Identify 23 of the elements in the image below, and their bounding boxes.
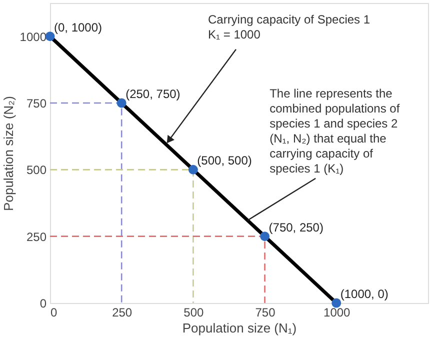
point <box>332 298 342 308</box>
data-label: (500, 500) <box>197 154 252 168</box>
y-tick-label: 0 <box>40 296 47 310</box>
annotation: Carrying capacity of Species 1 K₁ = 1000 <box>208 12 370 42</box>
y-tick-label: 1000 <box>20 30 47 44</box>
y-axis-title: Population size (N₂) <box>0 96 16 211</box>
point <box>260 232 270 242</box>
annotation: The line represents the combined populations of species 1 and species 2 (N₁, N₂) that equal the carrying capacity of species 1 (K₁) <box>270 86 400 176</box>
point <box>116 98 126 108</box>
data-label: (750, 250) <box>268 220 324 234</box>
data-label: (0, 1000) <box>54 20 102 34</box>
point <box>188 164 198 174</box>
x-tick-label: 500 <box>184 306 204 320</box>
y-tick-label: 500 <box>26 163 47 178</box>
data-label: (250, 750) <box>126 87 180 101</box>
y-tick-label: 250 <box>26 230 47 244</box>
y-tick-label: 750 <box>26 96 47 110</box>
x-tick-label: 1000 <box>324 306 351 320</box>
x-axis-title: Population size (N₁) <box>182 320 297 336</box>
data-label: (1000, 0) <box>340 287 388 301</box>
x-tick-label: 0 <box>50 306 58 320</box>
x-tick-label: 250 <box>112 306 132 320</box>
x-tick-label: 750 <box>255 306 276 320</box>
